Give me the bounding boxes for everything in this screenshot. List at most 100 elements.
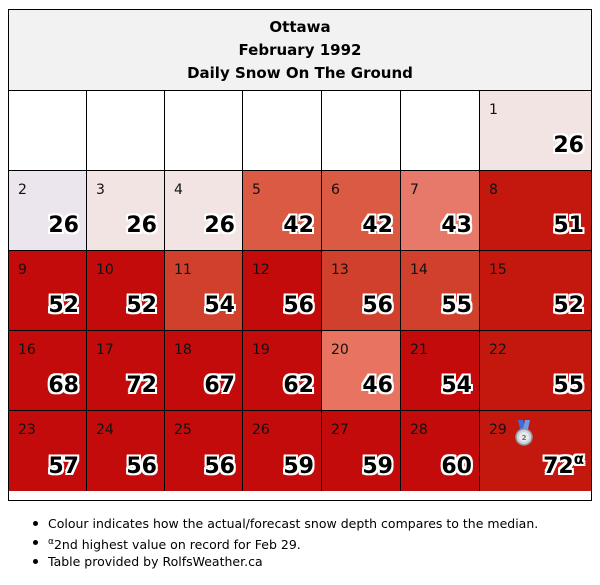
bullet-icon [33,540,38,545]
day-cell-1: 1 26 [480,91,591,171]
snow-depth-value: 56 [204,454,235,479]
day-cell-3: 3 26 [87,171,165,251]
day-number: 16 [18,342,36,358]
day-number: 9 [18,262,27,278]
day-number: 5 [252,182,261,198]
day-cell-5: 5 42 [243,171,322,251]
snow-depth-value: 52 [553,293,584,318]
snow-depth-value: 52 [48,293,79,318]
day-cell-26: 26 59 [243,411,322,491]
note-colour: Colour indicates how the actual/forecast… [30,514,538,533]
day-cell-21: 21 54 [401,331,480,411]
note-credit: Table provided by RolfsWeather.ca [30,552,538,571]
calendar-grid: 1 26 2 26 3 26 4 26 5 42 6 42 7 43 8 51 9 52 10 52 11 54 12 56 1… [9,91,591,500]
day-cell-10: 10 52 [87,251,165,331]
day-cell-27: 27 59 [322,411,401,491]
day-number: 19 [252,342,270,358]
snow-depth-value: 60 [441,454,472,479]
day-cell-6: 6 42 [322,171,401,251]
day-number: 10 [96,262,114,278]
snow-depth-value: 72α [543,450,584,479]
day-cell-18: 18 67 [165,331,243,411]
day-number: 28 [410,422,428,438]
day-cell-23: 23 57 [9,411,87,491]
day-number: 25 [174,422,192,438]
note-record: α2nd highest value on record for Feb 29. [30,533,538,552]
day-number: 17 [96,342,114,358]
day-number: 1 [489,102,498,118]
day-cell-4: 4 26 [165,171,243,251]
day-cell-20: 20 46 [322,331,401,411]
day-number: 18 [174,342,192,358]
chart-subtitle: Daily Snow On The Ground [187,64,413,82]
snow-depth-value: 26 [48,213,79,238]
empty-cell [401,91,480,171]
snow-depth-value: 56 [283,293,314,318]
empty-cell [165,91,243,171]
snow-depth-value: 55 [441,293,472,318]
bullet-icon [33,521,38,526]
snow-depth-value: 26 [204,213,235,238]
snow-depth-value: 59 [362,454,393,479]
snow-depth-value: 46 [362,373,393,398]
day-cell-7: 7 43 [401,171,480,251]
silver-medal-icon: 2 [515,420,533,446]
day-cell-17: 17 72 [87,331,165,411]
day-number: 29 [489,422,507,438]
snow-depth-value: 56 [126,454,157,479]
day-cell-8: 8 51 [480,171,591,251]
day-number: 22 [489,342,507,358]
day-number: 7 [410,182,419,198]
empty-cell [87,91,165,171]
snow-depth-value: 54 [204,293,235,318]
record-marker: α [48,537,54,547]
day-number: 24 [96,422,114,438]
day-cell-9: 9 52 [9,251,87,331]
day-cell-28: 28 60 [401,411,480,491]
snow-depth-value: 42 [283,213,314,238]
snow-depth-value: 26 [553,133,584,158]
city-title: Ottawa [269,18,331,36]
day-number: 6 [331,182,340,198]
day-cell-25: 25 56 [165,411,243,491]
snow-depth-value: 52 [126,293,157,318]
day-cell-16: 16 68 [9,331,87,411]
day-cell-19: 19 62 [243,331,322,411]
snow-depth-value: 59 [283,454,314,479]
empty-cell [322,91,401,171]
day-number: 11 [174,262,192,278]
snow-depth-value: 68 [48,373,79,398]
day-number: 15 [489,262,507,278]
empty-cell [9,91,87,171]
snow-depth-value: 43 [441,213,472,238]
calendar-header: Ottawa February 1992 Daily Snow On The G… [9,10,591,91]
day-cell-11: 11 54 [165,251,243,331]
month-title: February 1992 [238,41,362,59]
day-number: 23 [18,422,36,438]
snow-depth-value: 67 [204,373,235,398]
svg-text:2: 2 [522,434,527,442]
snow-depth-value: 42 [362,213,393,238]
record-marker: α [573,450,584,468]
day-number: 13 [331,262,349,278]
day-number: 2 [18,182,27,198]
day-number: 4 [174,182,183,198]
snow-depth-value: 57 [48,454,79,479]
day-cell-2: 2 26 [9,171,87,251]
day-cell-15: 15 52 [480,251,591,331]
day-number: 12 [252,262,270,278]
day-cell-13: 13 56 [322,251,401,331]
day-cell-24: 24 56 [87,411,165,491]
day-cell-14: 14 55 [401,251,480,331]
snow-depth-value: 51 [553,213,584,238]
snow-depth-value: 56 [362,293,393,318]
day-cell-22: 22 55 [480,331,591,411]
snow-depth-value: 55 [553,373,584,398]
day-number: 14 [410,262,428,278]
day-number: 20 [331,342,349,358]
day-number: 21 [410,342,428,358]
snow-depth-value: 72 [126,373,157,398]
day-number: 3 [96,182,105,198]
day-number: 27 [331,422,349,438]
snow-depth-value: 26 [126,213,157,238]
